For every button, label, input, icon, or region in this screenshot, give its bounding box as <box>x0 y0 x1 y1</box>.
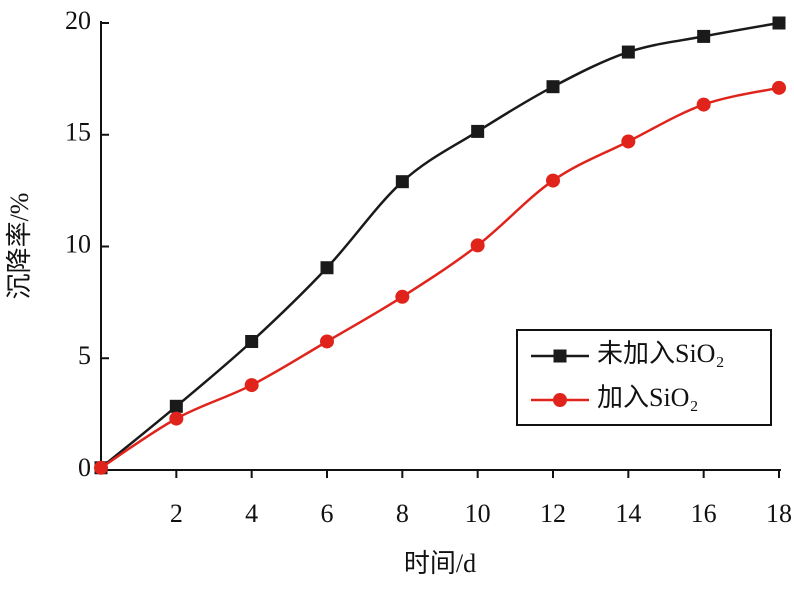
data-point <box>696 97 711 112</box>
data-point <box>94 460 108 475</box>
data-point <box>169 411 184 426</box>
series-line <box>100 21 780 469</box>
data-point <box>395 289 410 304</box>
data-point <box>697 29 711 43</box>
y-tick-label: 5 <box>78 341 91 370</box>
legend-marker <box>553 393 567 407</box>
data-point <box>546 173 560 188</box>
series-line <box>100 86 780 469</box>
y-tick-label: 10 <box>65 229 91 258</box>
x-tick-label: 12 <box>540 499 566 528</box>
x-tick-label: 18 <box>766 499 792 528</box>
data-point <box>395 175 409 189</box>
data-point <box>470 238 485 253</box>
data-point <box>320 334 334 349</box>
data-point <box>772 80 786 95</box>
data-point <box>546 80 560 94</box>
x-tick-label: 4 <box>245 499 258 528</box>
x-axis-label: 时间/d <box>404 549 476 578</box>
x-tick-label: 2 <box>170 499 183 528</box>
data-point <box>245 334 259 348</box>
legend-label: 未加入SiO₂ <box>597 339 725 368</box>
data-point <box>621 134 636 149</box>
data-point <box>244 378 259 393</box>
data-point <box>320 261 334 275</box>
y-axis-label: 沉降率/% <box>5 193 34 300</box>
x-tick-label: 16 <box>691 499 717 528</box>
data-point <box>772 16 786 30</box>
y-tick-label: 0 <box>78 453 91 482</box>
x-tick-label: 10 <box>465 499 491 528</box>
y-tick-label: 15 <box>65 118 91 147</box>
x-tick-label: 6 <box>321 499 334 528</box>
legend-marker <box>553 349 567 363</box>
legend-box <box>516 329 772 426</box>
data-point <box>621 45 635 59</box>
x-tick-label: 14 <box>615 499 641 528</box>
x-tick-label: 8 <box>396 499 409 528</box>
data-point <box>471 124 485 138</box>
y-tick-label: 20 <box>65 6 91 35</box>
data-point <box>169 399 183 413</box>
legend-label: 加入SiO₂ <box>597 383 699 412</box>
